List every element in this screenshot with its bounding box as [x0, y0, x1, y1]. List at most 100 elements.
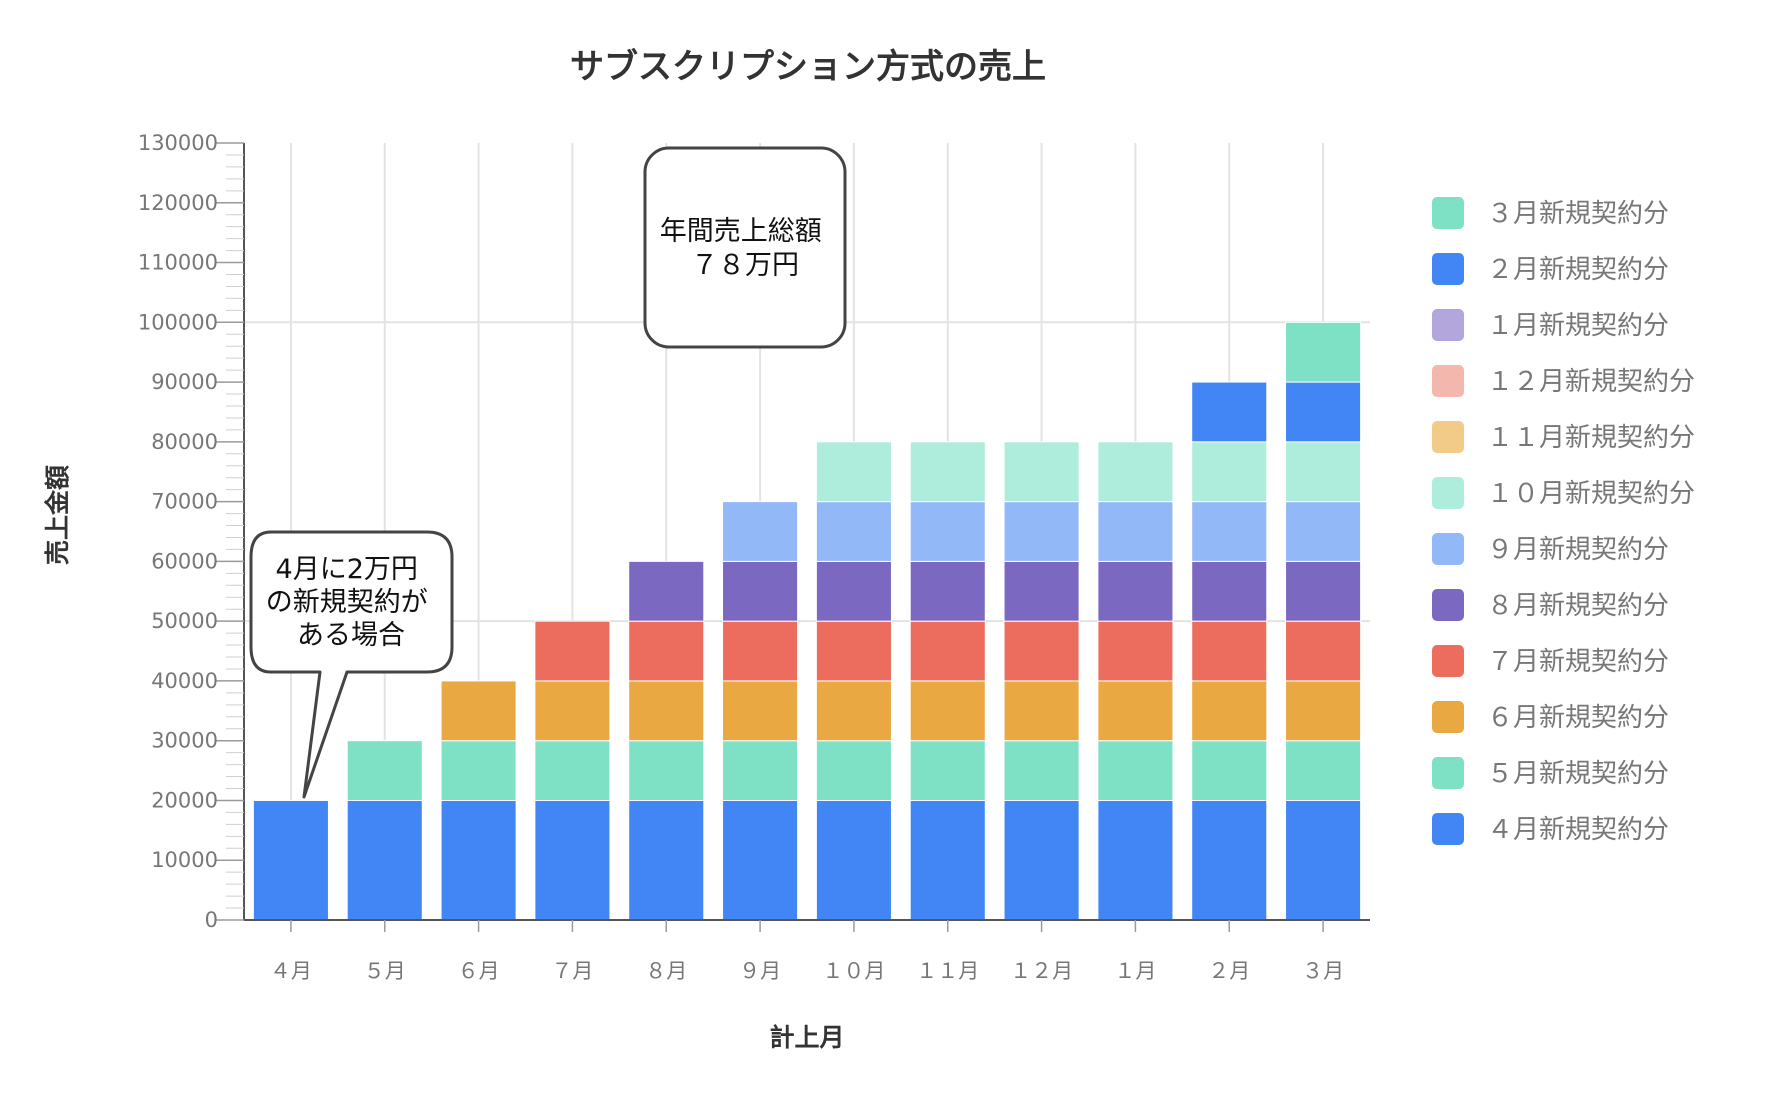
annual-total-box: [643, 146, 847, 349]
bar-segment: [815, 680, 892, 742]
bar-segment: [1097, 799, 1174, 921]
annual-total-line-1: 年間売上総額: [660, 216, 822, 247]
x-tick-label: ７月: [551, 959, 593, 983]
bar-segment: [1003, 740, 1080, 801]
bar-segment: [909, 501, 986, 562]
legend-swatch: [1432, 757, 1464, 789]
legend-label: ６月新規契約分: [1487, 703, 1669, 733]
callout-line-2: の新規契約が: [266, 587, 428, 618]
legend-swatch: [1432, 365, 1464, 397]
bar-segment: [1191, 740, 1268, 801]
bar-segment: [346, 740, 423, 801]
x-tick-label: ５月: [364, 959, 406, 983]
x-tick-label: ６月: [458, 959, 500, 983]
bar-segment: [909, 680, 986, 742]
bar-segment: [628, 740, 705, 801]
legend-label: ５月新規契約分: [1487, 759, 1669, 789]
bar-segment: [1191, 381, 1268, 443]
annual-total-line-2: ７８万円: [691, 250, 799, 281]
chart-title: サブスクリプション方式の売上: [570, 47, 1046, 87]
bar-segment: [909, 620, 986, 682]
x-tick-label: １月: [1114, 959, 1156, 983]
bar-segment: [909, 441, 986, 503]
x-tick-label: ２月: [1208, 959, 1250, 983]
callout-bubble: [249, 530, 454, 799]
x-tick-label: １１月: [916, 959, 979, 983]
bar-segment: [722, 501, 799, 562]
y-tick-label: 80000: [151, 430, 218, 454]
legend-label: ９月新規契約分: [1487, 535, 1669, 565]
legend-swatch: [1432, 253, 1464, 285]
bar-segment: [628, 620, 705, 682]
y-tick-label: 60000: [151, 549, 218, 573]
x-tick-label: ４月: [270, 959, 312, 983]
bar-segment: [1191, 441, 1268, 503]
legend-swatch: [1432, 701, 1464, 733]
bar-segment: [815, 740, 892, 801]
bar-segment: [1285, 381, 1362, 443]
bar-segment: [346, 799, 423, 921]
y-tick-label: 130000: [138, 131, 218, 155]
legend-swatch: [1432, 477, 1464, 509]
x-tick-label: １０月: [822, 959, 885, 983]
bar-segment: [440, 740, 517, 801]
y-tick-label: 30000: [151, 729, 218, 753]
y-tick-label: 100000: [138, 310, 218, 334]
annotation-april-callout: 4月に2万円 の新規契約が ある場合: [249, 530, 454, 799]
bar-segment: [909, 560, 986, 622]
svg-text:4月に2万円 の新規契約が ある場合: 4月に2万円 の新規契約が ある場合: [266, 554, 437, 651]
legend-label: ７月新規契約分: [1487, 647, 1669, 677]
bar-segment: [1285, 620, 1362, 682]
bar-segment: [1097, 680, 1174, 742]
bar-segment: [815, 620, 892, 682]
bar-segment: [534, 620, 611, 682]
bar-segment: [722, 680, 799, 742]
bar-segment: [1097, 620, 1174, 682]
y-tick-label: 120000: [138, 191, 218, 215]
x-tick-label: １２月: [1010, 959, 1073, 983]
bar-segment: [1003, 441, 1080, 503]
callout-line-1: 4月に2万円: [276, 554, 418, 585]
bar-segment: [1285, 680, 1362, 742]
bar-segment: [1285, 501, 1362, 562]
legend-swatch: [1432, 813, 1464, 845]
callout-line-3: ある場合: [297, 620, 405, 651]
legend-swatch: [1432, 309, 1464, 341]
bar-segment: [815, 560, 892, 622]
bar-segment: [1097, 560, 1174, 622]
y-tick-labels: 0 10000 20000 30000 40000 50000 60000 70000 8000…: [138, 131, 218, 932]
bar-segment: [1191, 560, 1268, 622]
y-tick-label: 0: [205, 908, 218, 932]
bar-segment: [1191, 680, 1268, 742]
bar-segment: [1003, 501, 1080, 562]
x-tick-label: ９月: [739, 959, 781, 983]
bar-segment: [1003, 560, 1080, 622]
bar-segment: [1003, 680, 1080, 742]
annotation-annual-total: 年間売上総額 ７８万円: [643, 146, 847, 349]
bar-segment: [1285, 441, 1362, 503]
y-tick-label: 10000: [151, 848, 218, 872]
legend-label: １２月新規契約分: [1487, 367, 1695, 397]
y-axis-title: 売上金額: [43, 465, 72, 565]
legend-label: １０月新規契約分: [1487, 479, 1695, 509]
legend-swatch: [1432, 589, 1464, 621]
legend-label: ４月新規契約分: [1487, 815, 1669, 845]
bar-segment: [534, 799, 611, 921]
bar-segment: [1285, 799, 1362, 921]
bar-segment: [440, 680, 517, 742]
bar-segment: [815, 441, 892, 503]
legend-label: ２月新規契約分: [1487, 255, 1669, 285]
bar-segment: [628, 560, 705, 622]
y-tick-label: 20000: [151, 788, 218, 812]
bars: [252, 321, 1362, 921]
bar-segment: [1285, 560, 1362, 622]
bar-segment: [722, 799, 799, 921]
bar-segment: [815, 501, 892, 562]
bar-segment: [1191, 620, 1268, 682]
bar-segment: [1285, 740, 1362, 801]
y-tick-label: 90000: [151, 370, 218, 394]
bar-segment: [1285, 321, 1362, 383]
y-tick-label: 110000: [138, 251, 218, 275]
legend-swatch: [1432, 533, 1464, 565]
